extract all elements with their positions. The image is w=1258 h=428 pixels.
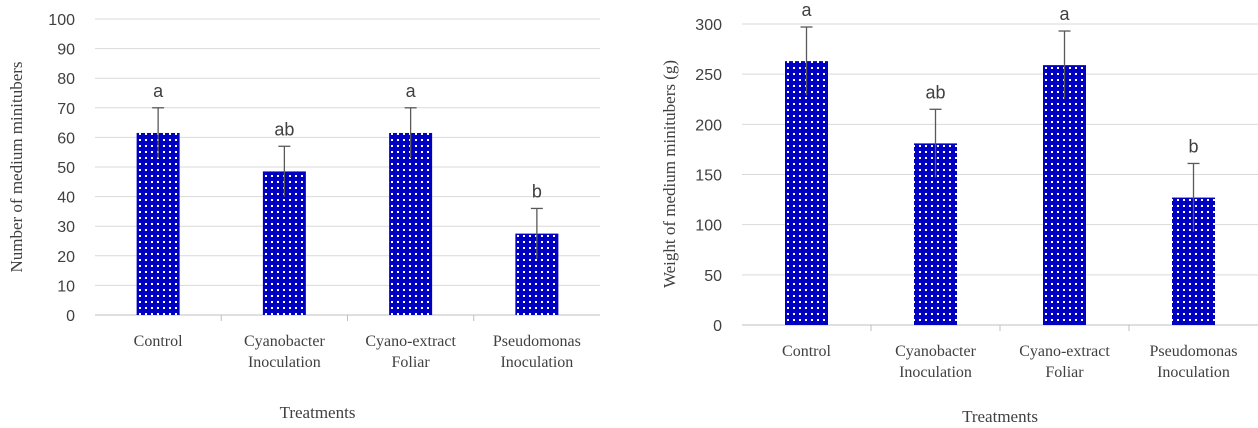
x-tick-label: Pseudomonas Inoculation — [1150, 343, 1238, 381]
y-tick-label: 50 — [704, 268, 722, 285]
significance-letter: ab — [925, 82, 945, 102]
y-tick-label: 0 — [66, 308, 75, 325]
bar — [389, 132, 433, 315]
bar — [136, 132, 180, 315]
x-axis-title: Treatments — [962, 407, 1038, 426]
significance-letter: a — [1059, 4, 1070, 24]
y-tick-label: 80 — [57, 71, 75, 88]
x-axis-title: Treatments — [280, 403, 356, 422]
y-tick-label: 100 — [48, 12, 75, 29]
significance-letter: b — [532, 181, 542, 201]
bar — [785, 61, 828, 326]
y-tick-label: 40 — [57, 190, 75, 207]
y-tick-label: 30 — [57, 219, 75, 236]
x-tick-label: Control — [782, 343, 831, 360]
x-tick-label: Cyano-extract Foliar — [1019, 343, 1110, 381]
y-tick-label: 300 — [695, 17, 722, 34]
chart-number-of-minitubers: 0102030405060708090100aControlabCyanobac… — [7, 12, 600, 422]
y-tick-label: 90 — [57, 42, 75, 59]
y-tick-label: 10 — [57, 278, 75, 295]
significance-letter: b — [1188, 136, 1198, 156]
y-tick-label: 60 — [57, 130, 75, 147]
bar — [1043, 65, 1086, 326]
y-tick-label: 20 — [57, 249, 75, 266]
significance-letter: a — [801, 0, 812, 20]
y-tick-label: 50 — [57, 160, 75, 177]
significance-letter: ab — [274, 119, 294, 139]
y-tick-label: 0 — [713, 318, 722, 335]
x-tick-label: Cyano-extract Foliar — [365, 333, 456, 371]
y-axis-title: Weight of medium minitubers (g) — [660, 60, 679, 288]
x-tick-label: Control — [134, 333, 183, 350]
y-tick-label: 100 — [695, 218, 722, 235]
x-tick-label: Cyanobacter Inoculation — [895, 343, 977, 381]
y-tick-label: 200 — [695, 117, 722, 134]
x-tick-label: Pseudomonas Inoculation — [493, 333, 581, 371]
x-tick-label: Cyanobacter Inoculation — [244, 333, 326, 371]
y-tick-label: 70 — [57, 101, 75, 118]
significance-letter: a — [153, 81, 164, 101]
y-tick-label: 150 — [695, 168, 722, 185]
y-axis-title: Number of medium minitubers — [7, 61, 26, 272]
y-tick-label: 250 — [695, 67, 722, 84]
significance-letter: a — [406, 81, 417, 101]
